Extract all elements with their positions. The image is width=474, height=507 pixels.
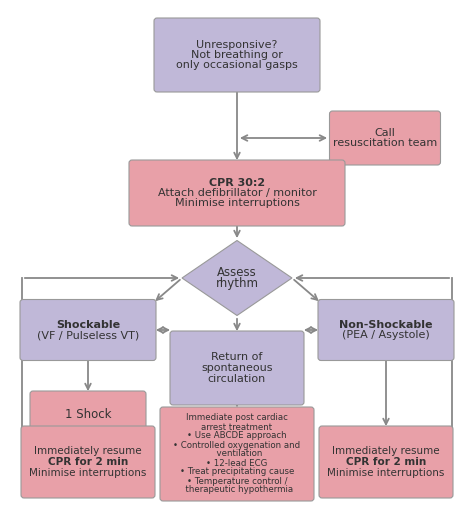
FancyBboxPatch shape (318, 300, 454, 360)
Text: Assess: Assess (217, 266, 257, 279)
Text: Non-Shockable: Non-Shockable (339, 320, 433, 330)
Text: • Treat precipitating cause: • Treat precipitating cause (180, 467, 294, 477)
Text: Shockable: Shockable (56, 320, 120, 330)
Text: rhythm: rhythm (216, 277, 258, 290)
FancyBboxPatch shape (319, 426, 453, 498)
Text: • Temperature control /: • Temperature control / (187, 477, 287, 486)
Text: therapeutic hypothermia: therapeutic hypothermia (181, 486, 293, 494)
Text: Call: Call (374, 128, 395, 138)
Text: spontaneous: spontaneous (201, 363, 273, 373)
Text: (PEA / Asystole): (PEA / Asystole) (342, 330, 430, 340)
Text: Minimise interruptions: Minimise interruptions (174, 199, 300, 208)
Text: Not breathing or: Not breathing or (191, 50, 283, 60)
Text: resuscitation team: resuscitation team (333, 138, 437, 148)
Text: Immediate post cardiac: Immediate post cardiac (186, 414, 288, 422)
Text: • 12-lead ECG: • 12-lead ECG (206, 458, 268, 467)
Text: Immediately resume: Immediately resume (332, 447, 440, 456)
FancyBboxPatch shape (329, 111, 440, 165)
Text: CPR 30:2: CPR 30:2 (209, 177, 265, 188)
FancyBboxPatch shape (129, 160, 345, 226)
Text: Unresponsive?: Unresponsive? (196, 40, 278, 50)
FancyBboxPatch shape (20, 300, 156, 360)
FancyBboxPatch shape (21, 426, 155, 498)
FancyBboxPatch shape (170, 331, 304, 405)
Text: Minimise interruptions: Minimise interruptions (29, 467, 146, 478)
Text: CPR for 2 min: CPR for 2 min (346, 457, 426, 467)
Text: circulation: circulation (208, 374, 266, 383)
FancyBboxPatch shape (154, 18, 320, 92)
Text: • Controlled oxygenation and: • Controlled oxygenation and (173, 441, 301, 450)
Text: only occasional gasps: only occasional gasps (176, 60, 298, 70)
FancyBboxPatch shape (160, 407, 314, 501)
Text: Minimise interruptions: Minimise interruptions (328, 467, 445, 478)
Text: Return of: Return of (211, 352, 263, 363)
Text: Immediately resume: Immediately resume (34, 447, 142, 456)
Text: Attach defibrillator / monitor: Attach defibrillator / monitor (157, 188, 317, 198)
Text: (VF / Pulseless VT): (VF / Pulseless VT) (37, 330, 139, 340)
Text: 1 Shock: 1 Shock (65, 409, 111, 421)
Text: ventilation: ventilation (211, 450, 263, 458)
Polygon shape (182, 240, 292, 315)
Text: arrest treatment: arrest treatment (201, 422, 273, 431)
Text: • Use ABCDE approach: • Use ABCDE approach (187, 431, 287, 441)
FancyBboxPatch shape (30, 391, 146, 439)
Text: CPR for 2 min: CPR for 2 min (48, 457, 128, 467)
